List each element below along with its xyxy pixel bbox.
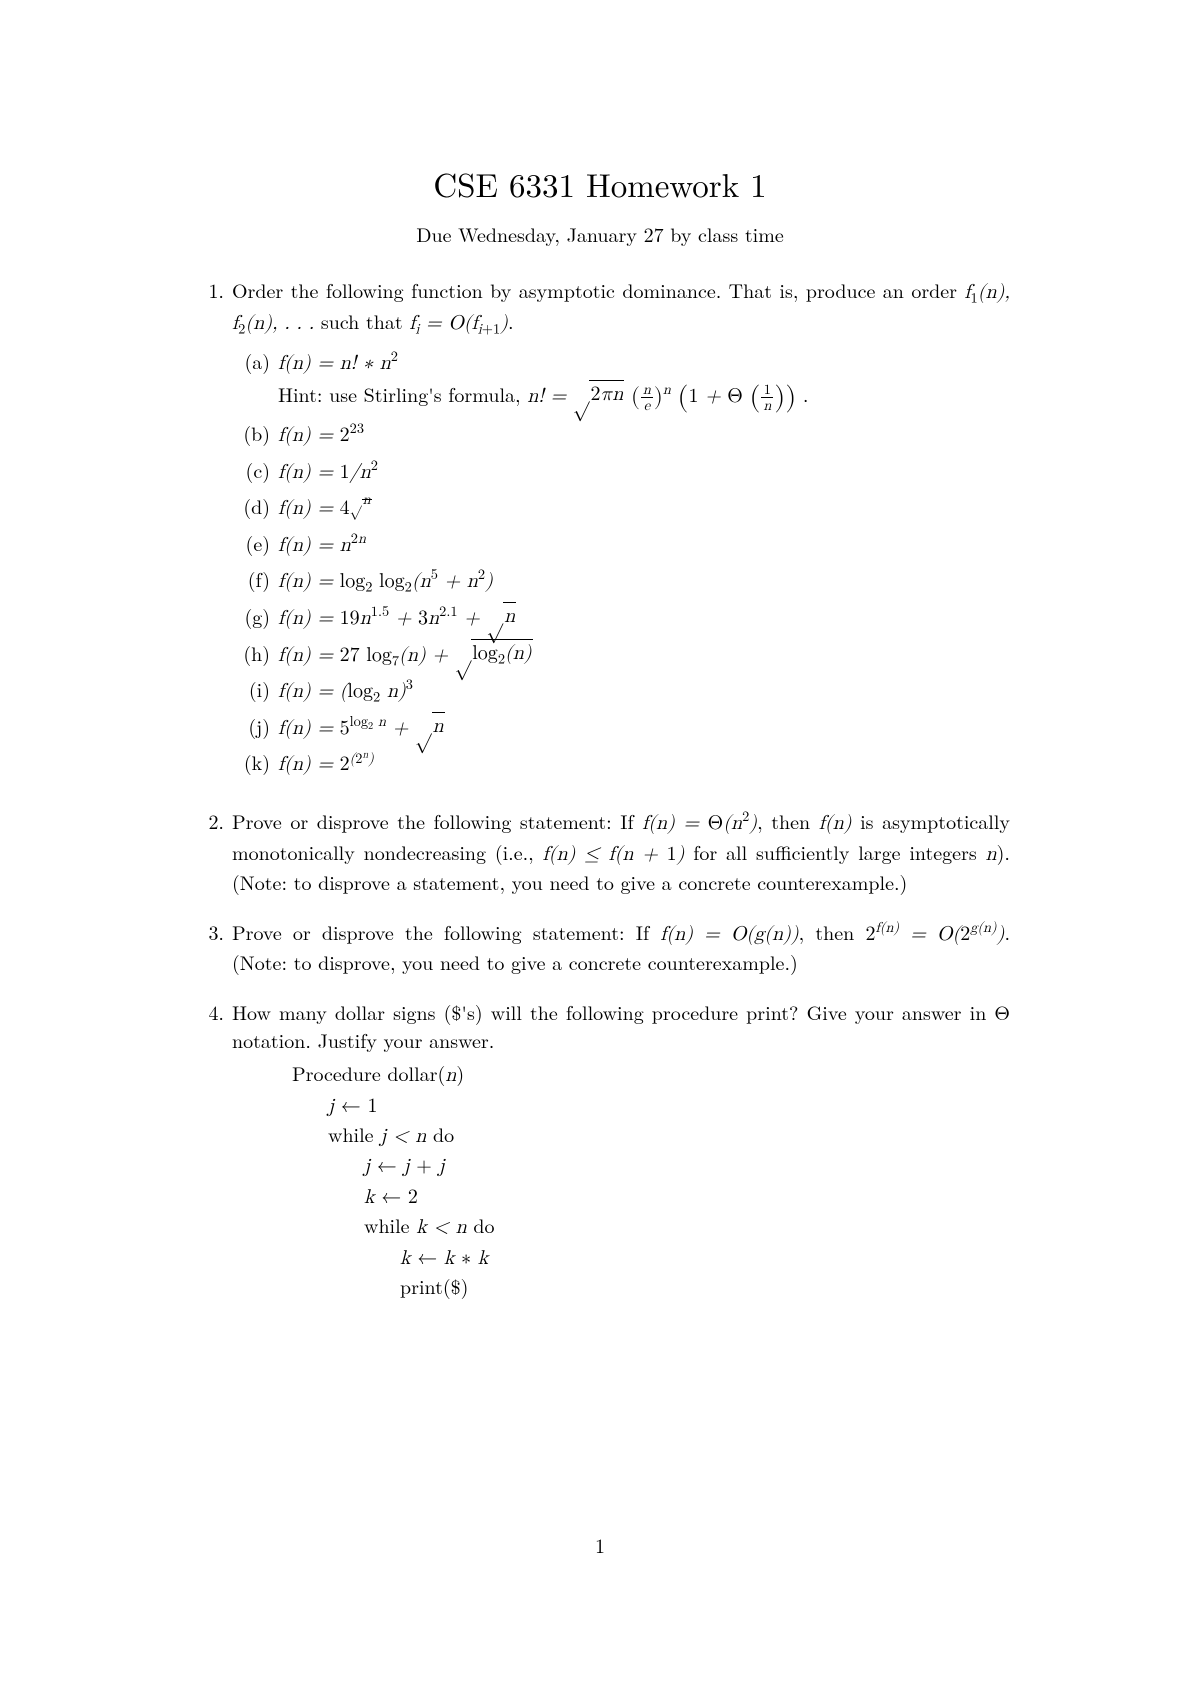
text: Order the following function by asymptot… [232,275,964,304]
document-title: CSE 6331 Homework 1 [190,160,1010,207]
problem-number: 2. [190,807,232,896]
math: f(n) = 2(2n) [278,754,374,774]
math: f(n) = 1/n2 [278,462,378,482]
subitem-j: (j) f(n) = 5log2 n + n [232,712,1010,743]
subitem-body: f(n) = 19n1.5 + 3n2.1 + n [278,602,1010,633]
subitem-body: f(n) = 223 [278,419,1010,450]
math: f(n) = log2 log2(n5 + n2) [278,571,493,591]
problem-number: 1. [190,276,232,785]
text: for all sufficiently large integers [684,837,985,866]
subitem-label: (b) [232,419,278,450]
subitem-d: (d) f(n) = 4n [232,492,1010,523]
proc-line: j ← j + j [292,1150,1010,1180]
proc-line: j ← 1 [292,1090,1010,1120]
text: print($) [400,1271,468,1300]
subitem-label: (e) [232,529,278,560]
proc-line: print($) [292,1272,1010,1300]
subitem-e: (e) f(n) = n2n [232,529,1010,560]
text: while [364,1210,416,1239]
proc-line: while k < n do [292,1211,1010,1241]
subitem-h: (h) f(n) = 27 log7(n) + log2(n) [232,639,1010,670]
text: while [328,1119,380,1148]
subitem-body: f(n) = n2n [278,529,1010,560]
subitem-body: f(n) = n! ∗ n2 Hint: use Stirling's form… [278,347,1010,413]
subitem-body: f(n) = 1/n2 [278,456,1010,487]
math: f(n) = (log2 n)3 [278,681,413,701]
math: f(n) = 27 log7(n) + log2(n) [278,645,533,665]
hint-text: Hint: use Stirling's formula, [278,379,527,408]
proc-line: k ← k ∗ k [292,1242,1010,1272]
document-subtitle: Due Wednesday, January 27 by class time [190,219,1010,248]
subitem-g: (g) f(n) = 19n1.5 + 3n2.1 + n [232,602,1010,633]
problem-4: 4. How many dollar signs ($'s) will the … [190,998,1010,1300]
subitem-f: (f) f(n) = log2 log2(n5 + n2) [232,565,1010,596]
subitem-body: f(n) = log2 log2(n5 + n2) [278,565,1010,596]
subitem-label: (j) [232,712,278,743]
math: fi = O(fi+1) [409,313,508,333]
subitem-label: (c) [232,456,278,487]
problem-body: Order the following function by asymptot… [232,276,1010,785]
subitem-body: f(n) = 2(2n) [278,748,1010,779]
math: f(n) ≤ f(n + 1) [543,844,685,864]
text: , then [799,917,866,946]
math: f(n) = n! ∗ n2 [278,353,398,373]
problem-number: 4. [190,998,232,1300]
hint: Hint: use Stirling's formula, n! = 2πn (… [278,380,1010,413]
problem-2: 2. Prove or disprove the following state… [190,807,1010,896]
subitem-label: (g) [232,602,278,633]
text: Prove or disprove the following statemen… [232,806,642,835]
sub-list: (a) f(n) = n! ∗ n2 Hint: use Stirling's … [232,347,1010,779]
subitem-c: (c) f(n) = 1/n2 [232,456,1010,487]
subitem-body: f(n) = 27 log7(n) + log2(n) [278,639,1010,670]
proc-line: while j < n do [292,1120,1010,1150]
math: f(n) = 19n1.5 + 3n2.1 + n [278,608,516,628]
subitem-b: (b) f(n) = 223 [232,419,1010,450]
proc-line: Procedure dollar(n) [292,1059,1010,1089]
text: do [426,1119,454,1148]
subitem-label: (a) [232,347,278,413]
subitem-i: (i) f(n) = (log2 n)3 [232,675,1010,706]
text: How many dollar signs ($'s) will the fol… [232,997,1010,1054]
subitem-body: f(n) = 4n [278,492,1010,523]
problem-1: 1. Order the following function by asymp… [190,276,1010,785]
math: n! = 2πn (ne)n (1 + Θ (1n)) [527,386,796,406]
text: do [467,1210,495,1239]
subitem-label: (k) [232,748,278,779]
subitem-label: (i) [232,675,278,706]
math: f(n) = n2n [278,535,366,555]
subitem-k: (k) f(n) = 2(2n) [232,748,1010,779]
math: f(n) = 4n [278,498,372,518]
math: f(n) [819,813,852,833]
text: , then [757,806,819,835]
math: n [986,844,997,864]
text: Procedure dollar [292,1058,437,1087]
text: Prove or disprove the following statemen… [232,917,660,946]
math: f(n) = 223 [278,425,364,445]
subitem-label: (d) [232,492,278,523]
text: such that [314,306,409,335]
subitem-a: (a) f(n) = n! ∗ n2 Hint: use Stirling's … [232,347,1010,413]
problem-number: 3. [190,918,232,976]
problem-body: Prove or disprove the following statemen… [232,918,1010,976]
procedure-block: Procedure dollar(n) j ← 1 while j < n do… [292,1059,1010,1300]
page-number: 1 [0,1530,1200,1559]
subitem-body: f(n) = (log2 n)3 [278,675,1010,706]
proc-line: k ← 2 [292,1181,1010,1211]
math: 2f(n) = O(2g(n)) [865,924,1004,944]
problem-list: 1. Order the following function by asymp… [190,276,1010,1300]
subitem-label: (h) [232,639,278,670]
problem-body: Prove or disprove the following statemen… [232,807,1010,896]
problem-body: How many dollar signs ($'s) will the fol… [232,998,1010,1300]
math: f(n) = Θ(n2) [642,813,757,833]
problem-3: 3. Prove or disprove the following state… [190,918,1010,976]
subitem-label: (f) [232,565,278,596]
math: f(n) = O(g(n)) [660,924,798,944]
subitem-body: f(n) = 5log2 n + n [278,712,1010,743]
math: f(n) = 5log2 n + n [278,718,445,738]
document-page: CSE 6331 Homework 1 Due Wednesday, Janua… [0,0,1200,1697]
